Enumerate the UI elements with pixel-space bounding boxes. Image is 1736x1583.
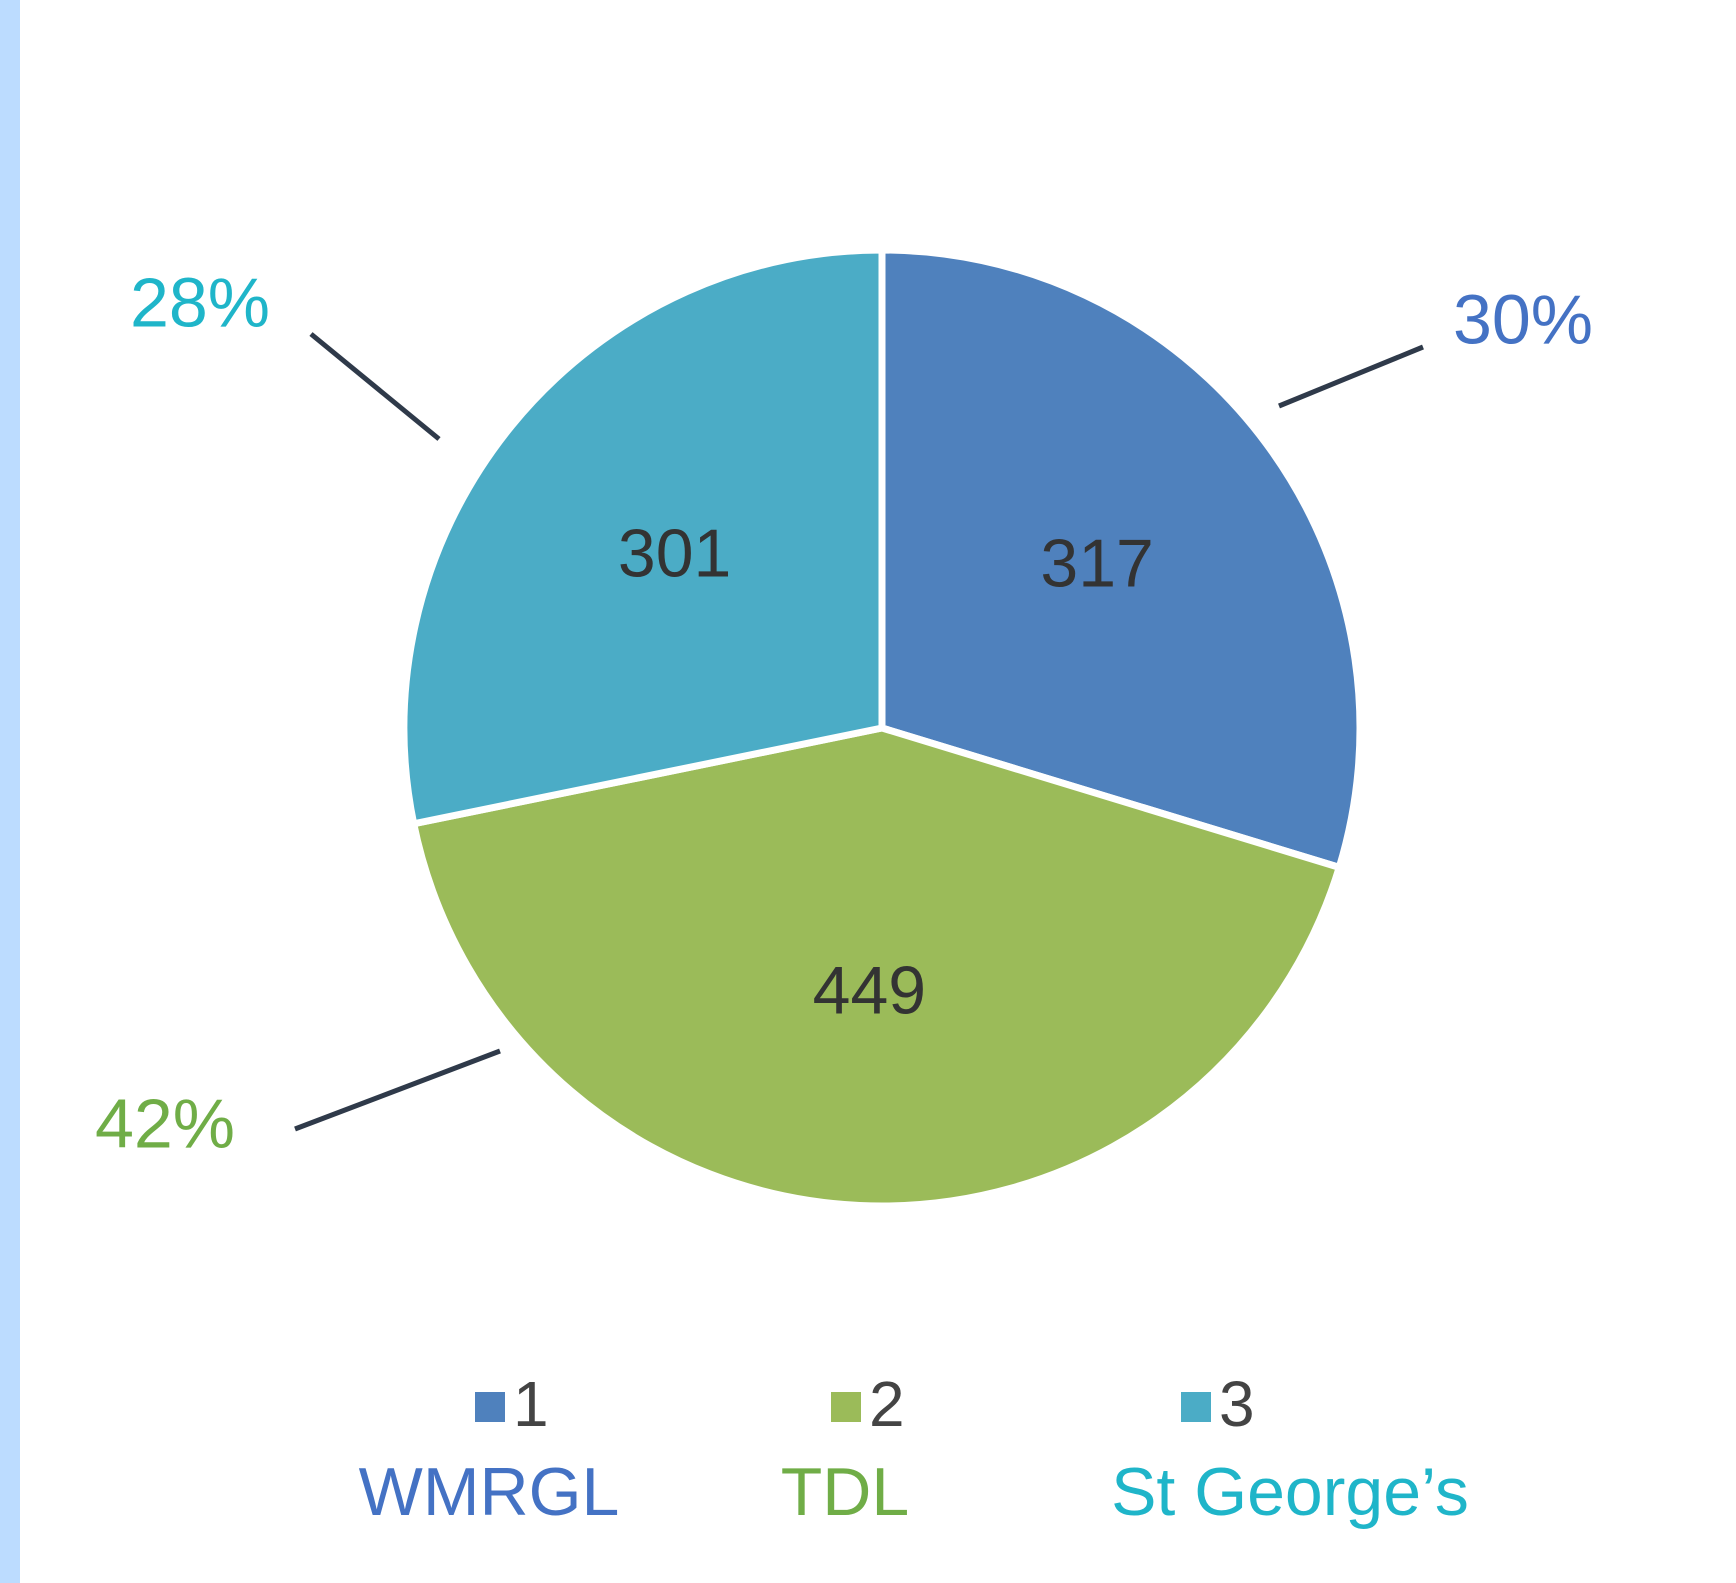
leader-line: [294, 1048, 501, 1132]
value-label: 301: [618, 516, 731, 592]
leader-lines: [294, 332, 1424, 1132]
legend-name: TDL: [781, 1454, 909, 1530]
pie-slice: [400, 246, 886, 828]
legend-swatch: [1181, 1392, 1211, 1422]
percent-label: 30%: [1453, 280, 1593, 358]
legend-name: St George’s: [1111, 1454, 1469, 1530]
legend-label: 2: [869, 1368, 905, 1440]
leader-line: [309, 332, 441, 441]
leader-line: [1278, 344, 1424, 409]
legend-label: 1: [513, 1368, 549, 1440]
legend-name: WMRGL: [359, 1454, 620, 1530]
side-strip: [0, 0, 20, 1583]
value-label: 317: [1040, 526, 1153, 602]
percent-label: 28%: [130, 263, 270, 341]
legend-swatch: [831, 1392, 861, 1422]
percent-label: 42%: [95, 1084, 235, 1162]
pie-slice: [409, 724, 1344, 1210]
value-label: 449: [813, 952, 926, 1028]
legend-swatch: [475, 1392, 505, 1422]
legend-label: 3: [1219, 1368, 1255, 1440]
pie-slice: [878, 246, 1364, 872]
